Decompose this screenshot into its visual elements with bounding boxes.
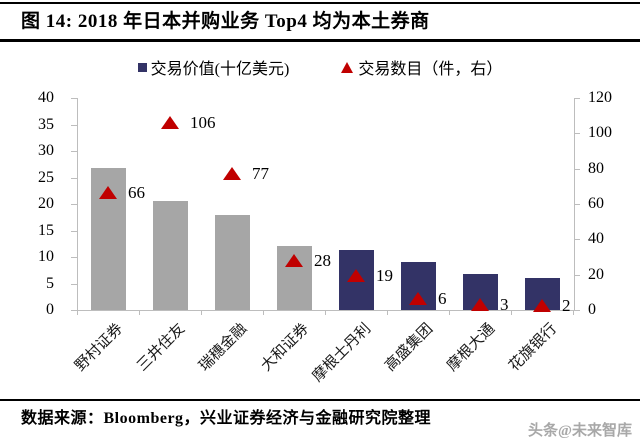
value-bar [215,215,250,310]
left-axis-label: 0 [46,301,54,318]
x-tick-label-text: 花旗银行 [506,320,561,375]
right-axis-tick [574,275,580,276]
count-marker [347,269,365,282]
right-axis-label: 120 [588,89,612,106]
chart-legend: 交易价值(十亿美元) 交易数目（件，右） [0,55,640,79]
red-triangle-icon [341,61,354,73]
right-axis-label: 0 [588,301,596,318]
count-label: 3 [500,295,509,314]
left-axis-tick [71,310,77,311]
left-axis-label: 25 [38,169,54,186]
footer-rule [0,399,640,401]
legend-item-value: 交易价值(十亿美元) [137,55,290,79]
left-axis-tick [71,151,77,152]
count-marker [161,116,179,129]
legend-value-label: 交易价值(十亿美元) [150,61,290,78]
count-marker [285,254,303,267]
count-marker [471,298,489,311]
x-tick-label-text: 三井住友 [134,320,189,375]
x-axis-tick [449,311,450,315]
right-axis-label: 80 [588,160,604,177]
x-tick-label-text: 瑞穗金融 [196,320,251,375]
x-axis-tick [201,311,202,315]
x-tick-label-text: 摩根士丹利 [309,320,375,386]
count-label: 106 [190,113,216,132]
legend-count-label: 交易数目（件，右） [358,61,503,78]
left-axis-tick [71,98,77,99]
left-axis-tick [71,257,77,258]
navy-square-icon [137,62,147,72]
left-axis-label: 10 [38,248,54,265]
left-axis-label: 15 [38,222,54,239]
count-marker [99,186,117,199]
left-axis-label: 40 [38,89,54,106]
x-axis-tick [77,311,78,315]
x-axis-tick [263,311,264,315]
count-marker [223,167,241,180]
count-label: 28 [314,251,331,270]
count-label: 19 [376,266,393,285]
left-axis-label: 5 [46,275,54,292]
right-axis-label: 20 [588,266,604,283]
x-axis-tick [573,311,574,315]
count-marker [533,299,551,312]
left-axis-tick [71,125,77,126]
left-axis-label: 35 [38,116,54,133]
figure-title: 图 14: 2018 年日本并购业务 Top4 均为本土券商 [21,11,430,32]
plot-area [77,98,575,311]
x-tick-label-text: 摩根大通 [444,320,499,375]
data-source-line: 数据来源：Bloomberg，兴业证券经济与金融研究院整理 [21,410,432,427]
count-label: 6 [438,289,447,308]
left-axis-tick [71,284,77,285]
x-axis-tick [511,311,512,315]
left-axis-tick [71,231,77,232]
right-axis-tick [574,204,580,205]
x-axis-tick [325,311,326,315]
right-axis-label: 40 [588,230,604,247]
x-tick-label-text: 野村证券 [72,320,127,375]
count-label: 66 [128,183,145,202]
right-axis-label: 60 [588,195,604,212]
count-label: 77 [252,164,269,183]
right-axis-tick [574,310,580,311]
count-marker [409,292,427,305]
x-tick-label-text: 高盛集团 [382,320,437,375]
count-label: 2 [562,296,571,315]
value-bar [153,201,188,310]
right-axis-tick [574,98,580,99]
right-axis-tick [574,169,580,170]
title-underline-rule [0,39,640,42]
left-axis-label: 30 [38,142,54,159]
right-axis-label: 100 [588,124,612,141]
top-rule [0,2,640,4]
x-tick-label-text: 大和证券 [258,320,313,375]
right-axis-tick [574,239,580,240]
left-axis-tick [71,178,77,179]
right-axis-tick [574,133,580,134]
watermark: 头条@未来智库 [528,423,632,439]
left-axis-label: 20 [38,195,54,212]
left-axis-tick [71,204,77,205]
x-axis-tick [387,311,388,315]
legend-item-count: 交易数目（件，右） [341,55,502,79]
x-axis-tick [139,311,140,315]
